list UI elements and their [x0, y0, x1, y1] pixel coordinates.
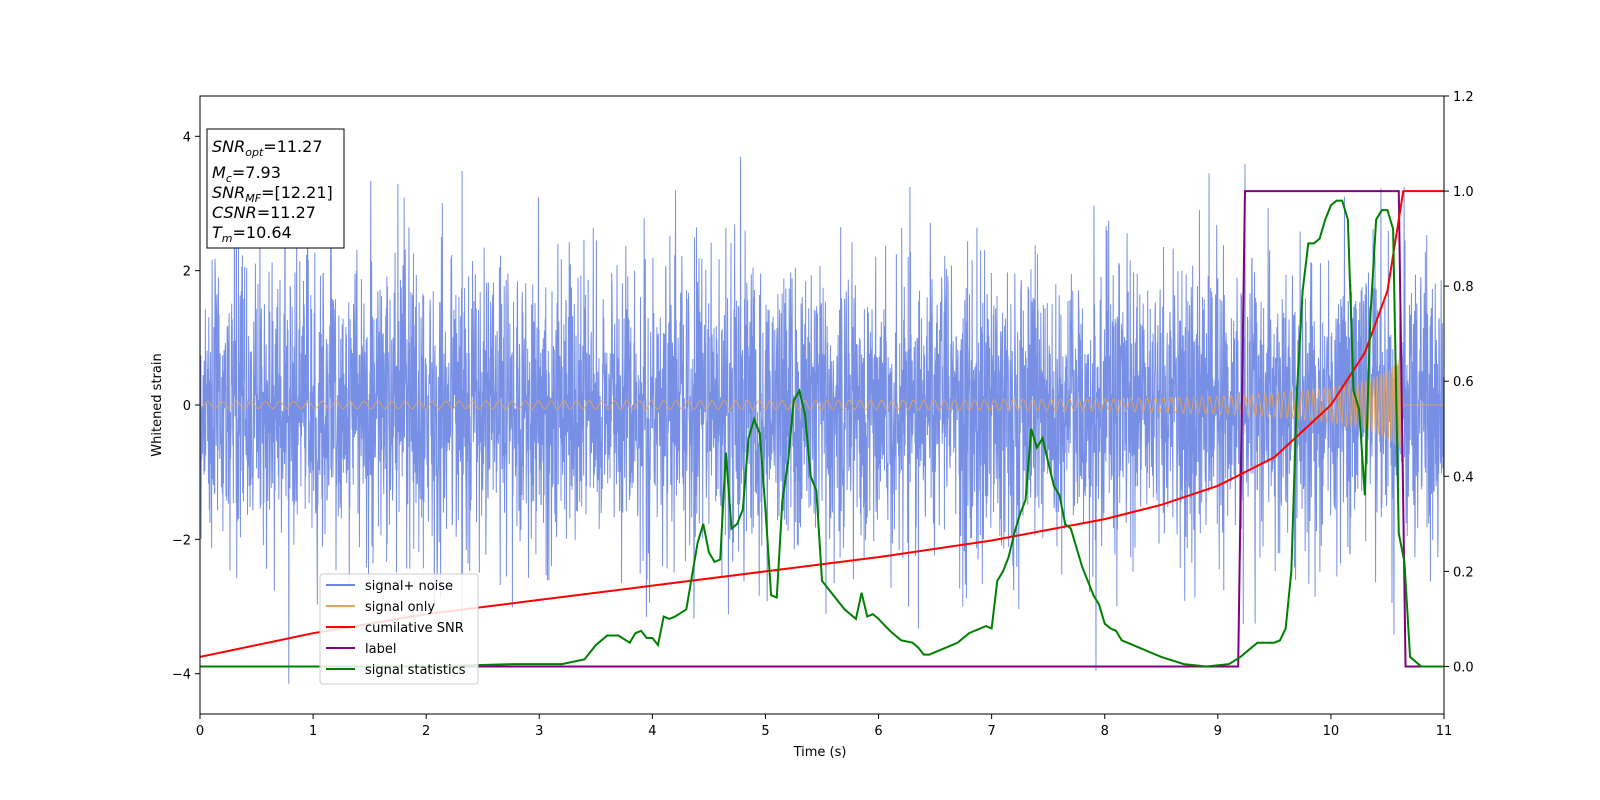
signal-only-series: [200, 358, 1444, 451]
y-tick-label: −4: [172, 668, 191, 683]
y-tick-label: 0: [183, 399, 191, 414]
annotation-line: CSNR=11.27: [212, 203, 316, 222]
x-tick-label: 11: [1436, 724, 1453, 739]
x-tick-label: 8: [1101, 724, 1109, 739]
x-tick-label: 9: [1214, 724, 1222, 739]
axes: 0 1 2 3 4 5 6 7 8 9 10 11 4 2 0 −2 −4 1.2 1.0 0.8 0.6 0.4 0.2 0…: [172, 90, 1474, 739]
x-tick-label: 0: [196, 724, 204, 739]
annotation-box: SNRopt=11.27 Mc=7.93SNRMF=[12.21]CSNR=11.…: [206, 128, 345, 249]
y2-tick-label: 0.6: [1453, 375, 1474, 390]
x-tick-label: 4: [648, 724, 656, 739]
annotation-line: SNRopt=11.27: [212, 137, 323, 159]
annotation-line: Mc=7.93: [212, 163, 281, 185]
x-tick-label: 2: [422, 724, 430, 739]
y2-tick-label: 1.0: [1453, 185, 1474, 200]
x-tick-label: 1: [309, 724, 317, 739]
y-tick-label: −2: [172, 533, 191, 548]
x-tick-label: 6: [874, 724, 882, 739]
y2-tick-label: 0.8: [1453, 280, 1474, 295]
annotation-line: Tm=10.64: [212, 223, 292, 245]
legend-entry: label: [365, 642, 396, 657]
x-tick-label: 5: [761, 724, 769, 739]
y2-tick-label: 0.4: [1453, 470, 1474, 485]
y-tick-label: 4: [183, 130, 191, 145]
legend-frame: [319, 573, 479, 685]
annotation-line: SNRMF=[12.21]: [212, 183, 333, 205]
signal-only-line: [200, 358, 1444, 451]
x-tick-label: 7: [987, 724, 995, 739]
y2-tick-label: 1.2: [1453, 90, 1474, 105]
x-axis-label: Time (s): [793, 745, 847, 760]
legend: signal+ noise signal only cumilative SNR la…: [319, 573, 479, 685]
label-line: [200, 190, 1444, 668]
legend-entry: signal only: [365, 600, 435, 615]
cumulative-snr-line: [200, 190, 1444, 658]
signal-statistics-line: [200, 199, 1444, 668]
x-tick-label: 3: [535, 724, 543, 739]
signal-noise-line: [200, 142, 1444, 684]
y2-tick-label: 0.0: [1453, 660, 1474, 675]
y2-tick-label: 0.2: [1453, 565, 1474, 580]
y-tick-label: 2: [183, 265, 191, 280]
right-axis-series: [200, 190, 1444, 668]
legend-entry: signal+ noise: [365, 579, 453, 594]
annotation-frame: [206, 128, 345, 249]
legend-entry: signal statistics: [365, 663, 466, 678]
signal-noise-series: [200, 142, 1444, 684]
y-axis-label: Whitened strain: [150, 353, 165, 456]
legend-entry: cumilative SNR: [365, 621, 464, 636]
x-tick-label: 10: [1323, 724, 1340, 739]
